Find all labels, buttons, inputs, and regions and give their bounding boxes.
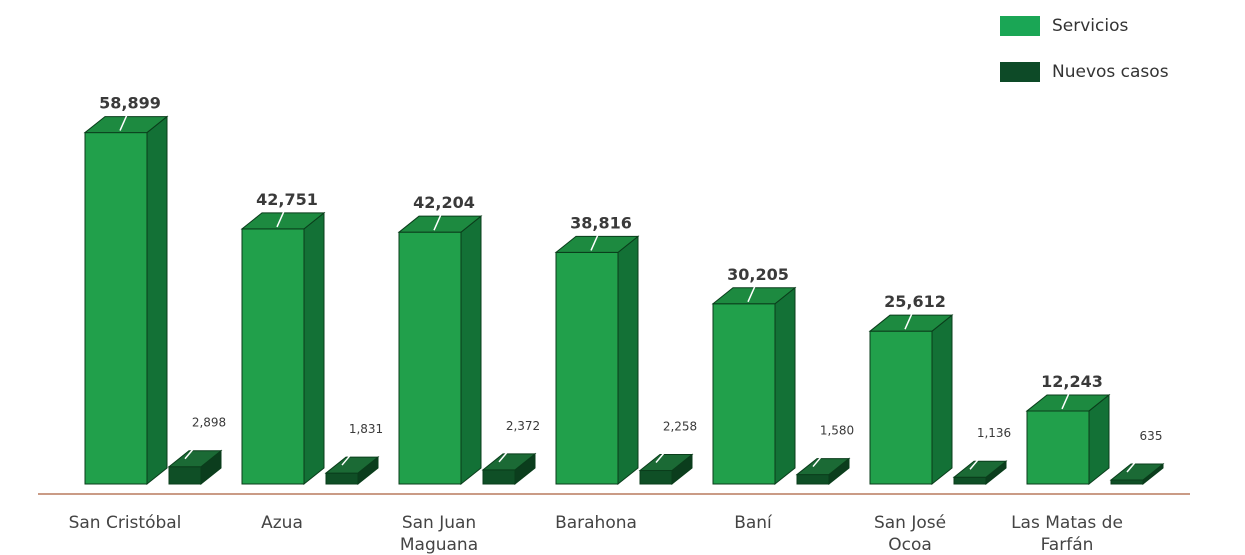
bar-servicios-5-side [931, 314, 953, 486]
leader-line-nuevos-casos-5 [969, 442, 993, 470]
leader-line-servicios-4 [747, 283, 757, 303]
leader-line-nuevos-casos-4 [812, 440, 836, 468]
value-label-nuevos-casos-0: 2,898 [192, 416, 226, 430]
bar-servicios-1-front [241, 228, 305, 485]
bar-nuevos-casos-5-top [952, 460, 1008, 478]
bar-nuevos-casos-0 [167, 449, 223, 486]
value-label-servicios-0: 58,899 [99, 94, 161, 113]
legend-swatch-servicios [1000, 16, 1040, 36]
bar-nuevos-casos-4 [795, 457, 851, 486]
bar-servicios-3-side [617, 235, 639, 486]
value-label-servicios-6: 12,243 [1041, 372, 1103, 391]
bar-servicios-2-front [398, 231, 462, 485]
category-label-2-line-0: San Juan [402, 513, 476, 533]
bar-servicios-0-side [146, 115, 168, 486]
category-label-1-line-0: Azua [261, 513, 303, 533]
value-label-servicios-5: 25,612 [884, 292, 946, 311]
bar-servicios-2 [397, 215, 483, 486]
value-label-servicios-4: 30,205 [727, 265, 789, 284]
bar-servicios-6 [1025, 393, 1111, 486]
value-label-servicios-2: 42,204 [413, 193, 475, 212]
bar-nuevos-casos-3 [638, 453, 694, 486]
bar-servicios-6-top [1025, 394, 1111, 412]
bar-nuevos-casos-2-top [481, 453, 537, 471]
bar-servicios-6-front [1026, 410, 1090, 485]
bar-nuevos-casos-4-top [795, 458, 851, 476]
legend: Servicios Nuevos casos [1000, 14, 1169, 106]
bar-servicios-4-top [711, 287, 797, 305]
bar-servicios-5-front [869, 330, 933, 485]
value-label-servicios-1: 42,751 [256, 190, 318, 209]
category-label-2-line-1: Maguana [400, 535, 478, 555]
category-label-4-line-0: Baní [734, 513, 773, 533]
value-label-nuevos-casos-1: 1,831 [349, 422, 383, 436]
bar-servicios-0-front [84, 132, 148, 485]
bar-nuevos-casos-3-top [638, 454, 694, 472]
bar-servicios-4-front [712, 303, 776, 485]
bar-nuevos-casos-6 [1109, 462, 1165, 486]
bar-servicios-1-top [240, 212, 326, 230]
bar-nuevos-casos-5 [952, 460, 1008, 486]
value-label-nuevos-casos-2: 2,372 [506, 419, 540, 433]
bar-nuevos-casos-1-top [324, 456, 380, 474]
bar-nuevos-casos-6-front [1110, 479, 1144, 485]
leader-line-servicios-3 [590, 232, 600, 251]
legend-swatch-nuevos-casos [1000, 62, 1040, 82]
legend-label-servicios: Servicios [1052, 16, 1129, 36]
bar-servicios-1-side [303, 211, 325, 486]
bar-servicios-5-top [868, 314, 954, 332]
value-label-nuevos-casos-6: 635 [1140, 429, 1163, 443]
bar-nuevos-casos-0-top [167, 450, 223, 468]
bar-servicios-2-side [460, 215, 482, 486]
bar-nuevos-casos-1 [324, 456, 380, 486]
value-label-nuevos-casos-5: 1,136 [977, 426, 1011, 440]
bar-nuevos-casos-6-top [1109, 463, 1165, 481]
bar-servicios-0 [83, 115, 169, 486]
leader-line-servicios-0 [119, 112, 129, 131]
bar-servicios-1 [240, 211, 326, 486]
leader-line-servicios-1 [276, 208, 286, 228]
bar-servicios-5 [868, 314, 954, 486]
category-label-0-line-0: San Cristóbal [69, 513, 182, 533]
legend-item-nuevos-casos: Nuevos casos [1000, 60, 1169, 84]
leader-line-servicios-2 [433, 211, 443, 231]
bar-servicios-3-front [555, 251, 619, 485]
leader-line-nuevos-casos-6 [1126, 445, 1150, 473]
category-label-3-line-0: Barahona [555, 513, 637, 533]
leader-line-nuevos-casos-2 [498, 435, 522, 463]
leader-line-nuevos-casos-3 [655, 436, 679, 464]
bar-nuevos-casos-2 [481, 452, 537, 486]
bar-nuevos-casos-4-front [796, 474, 830, 485]
value-label-servicios-3: 38,816 [570, 213, 632, 232]
value-label-nuevos-casos-4: 1,580 [820, 424, 854, 438]
bar-servicios-4 [711, 286, 797, 486]
category-label-6-line-1: Farfán [1041, 535, 1094, 555]
category-label-5-line-1: Ocoa [888, 535, 932, 555]
bar-servicios-0-top [83, 116, 169, 134]
leader-line-servicios-6 [1061, 390, 1071, 410]
bar-servicios-3 [554, 235, 640, 486]
leader-line-nuevos-casos-0 [184, 432, 208, 460]
value-label-nuevos-casos-3: 2,258 [663, 420, 697, 434]
bar-nuevos-casos-5-front [953, 476, 987, 485]
leader-line-nuevos-casos-1 [341, 438, 365, 466]
category-label-5-line-0: San José [874, 513, 946, 533]
bar-nuevos-casos-1-front [325, 472, 359, 485]
leader-line-servicios-5 [904, 310, 914, 330]
category-label-6-line-0: Las Matas de [1011, 513, 1123, 533]
legend-item-servicios: Servicios [1000, 14, 1169, 38]
legend-label-nuevos-casos: Nuevos casos [1052, 62, 1169, 82]
bar-servicios-3-top [554, 235, 640, 253]
bar-servicios-2-top [397, 215, 483, 233]
bar-nuevos-casos-3-front [639, 470, 673, 485]
bar-nuevos-casos-0-front [168, 466, 202, 485]
bar-nuevos-casos-2-front [482, 469, 516, 485]
bar-servicios-4-side [774, 286, 796, 486]
